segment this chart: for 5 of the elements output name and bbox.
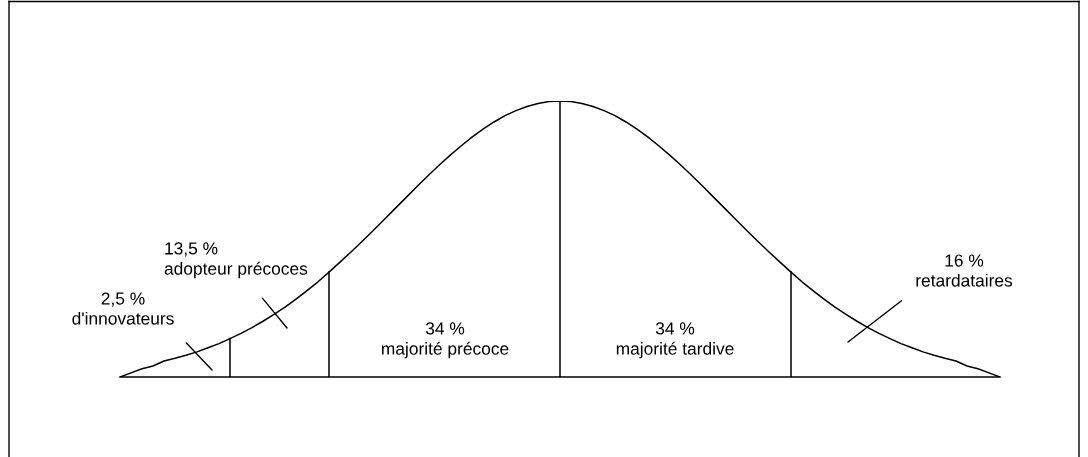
annotation: 34 % majorité tardive — [616, 322, 734, 359]
annotation: 16 % retardataires — [916, 254, 1013, 287]
annotation: 13,5 % adopteur précoces — [164, 242, 308, 279]
annotation: 34 % majorité précoce — [381, 322, 509, 359]
annotation: 2,5 % d'innovateurs — [72, 292, 174, 325]
